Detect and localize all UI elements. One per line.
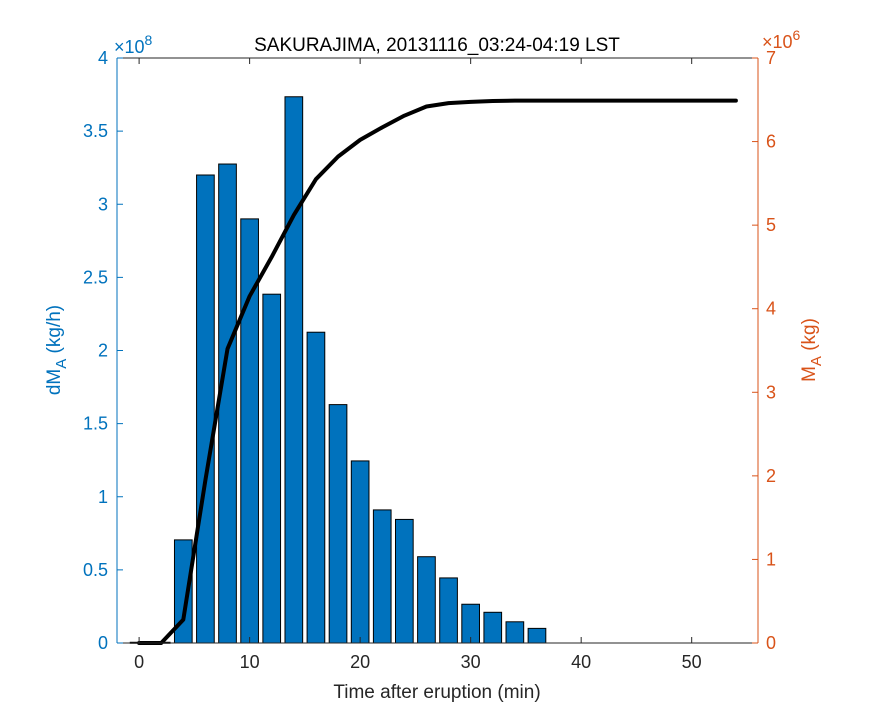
cumulative-line-series <box>137 98 738 645</box>
right-axis-label-sub: A <box>808 356 825 366</box>
bar-6 <box>196 174 215 644</box>
y-left-tick-label-0: 0 <box>98 633 108 653</box>
y-left-tick-label-1: 1 <box>98 487 108 507</box>
right-axis-multiplier-base: ×10 <box>762 32 793 52</box>
y-right-tick-label-5: 5 <box>766 215 776 235</box>
x-tick-label-50: 50 <box>682 652 702 672</box>
left-axis-label-unit: (kg/h) <box>44 305 65 359</box>
bar-32 <box>483 611 503 644</box>
right-axis-label: MA (kg) <box>799 318 825 382</box>
bar-18 <box>328 404 348 644</box>
left-axis-multiplier-exp: 8 <box>145 32 153 48</box>
right-axis-multiplier: ×106 <box>762 27 801 52</box>
cumulative-line <box>137 98 738 645</box>
x-tick-label-20: 20 <box>350 652 370 672</box>
left-axis-label-main: dM <box>44 369 65 395</box>
left-axis-multiplier: ×108 <box>114 32 153 57</box>
y-left-tick-label-3.5: 3.5 <box>83 121 108 141</box>
x-tick-label-10: 10 <box>240 652 260 672</box>
y-right-tick-label-0: 0 <box>766 633 776 653</box>
bar-20 <box>350 460 370 644</box>
bar-22 <box>372 509 392 644</box>
bar-8 <box>218 163 237 644</box>
y-left-tick-label-4: 4 <box>98 48 108 68</box>
y-right-tick-label-2: 2 <box>766 466 776 486</box>
bar-34 <box>505 621 525 644</box>
y-right-tick-label-3: 3 <box>766 382 776 402</box>
y-left-tick-label-2: 2 <box>98 341 108 361</box>
y-left-tick-label-2.5: 2.5 <box>83 267 108 287</box>
left-axis-label-sub: A <box>53 359 70 369</box>
right-axis-label-unit: (kg) <box>799 318 820 356</box>
y-right-tick-label-7: 7 <box>766 48 776 68</box>
bar-24 <box>395 518 414 644</box>
bar-series <box>129 96 547 644</box>
left-axis-label: dMA (kg/h) <box>44 305 70 395</box>
bar-14 <box>284 96 304 644</box>
y-left-tick-label-3: 3 <box>98 194 108 214</box>
x-tick-label-40: 40 <box>571 652 591 672</box>
right-axis-multiplier-exp: 6 <box>793 27 801 43</box>
left-axis-multiplier-base: ×10 <box>114 37 145 57</box>
x-axis-label: Time after eruption (min) <box>333 682 540 703</box>
bar-36 <box>527 627 547 644</box>
x-tick-label-0: 0 <box>134 652 144 672</box>
bar-12 <box>262 293 282 644</box>
y-left-tick-label-1.5: 1.5 <box>83 414 108 434</box>
chart-title: SAKURAJIMA, 20131116_03:24-04:19 LST <box>254 35 620 56</box>
bar-28 <box>439 577 458 644</box>
bar-16 <box>306 331 326 644</box>
right-axis-label-main: M <box>799 366 820 382</box>
bar-26 <box>417 556 436 644</box>
x-tick-label-30: 30 <box>461 652 481 672</box>
y-right-tick-label-6: 6 <box>766 132 776 152</box>
y-right-tick-label-1: 1 <box>766 549 776 569</box>
y-left-tick-label-0.5: 0.5 <box>83 560 108 580</box>
y-right-tick-label-4: 4 <box>766 299 776 319</box>
